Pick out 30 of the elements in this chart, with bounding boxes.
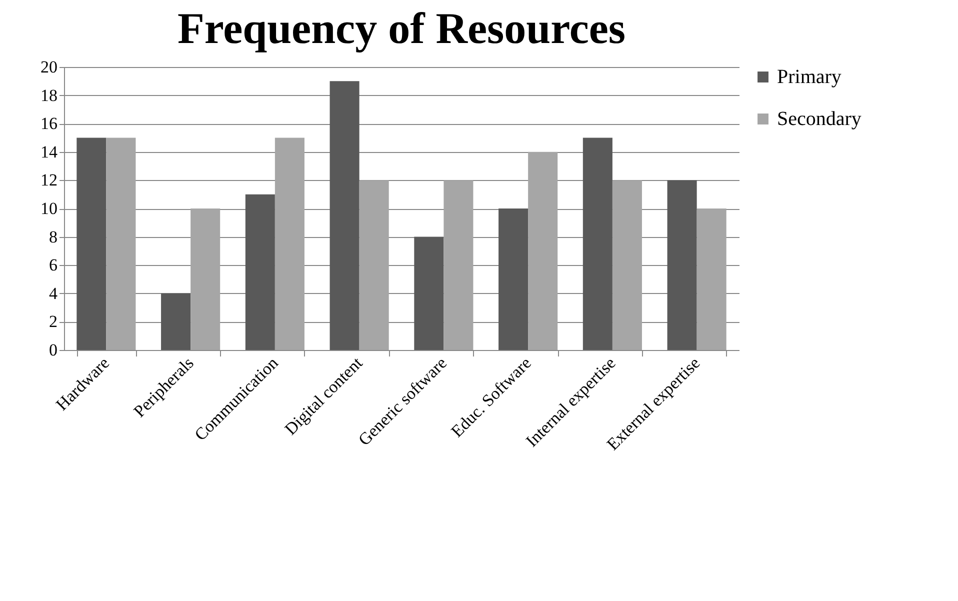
legend-label: Secondary bbox=[777, 108, 862, 130]
bar bbox=[696, 208, 726, 350]
y-tick-label: 20 bbox=[40, 58, 58, 76]
y-tick-label: 4 bbox=[49, 284, 58, 303]
bar bbox=[414, 236, 444, 350]
bar bbox=[667, 180, 697, 350]
bar bbox=[444, 180, 474, 350]
bar bbox=[76, 138, 106, 350]
y-tick-label: 6 bbox=[49, 256, 58, 275]
y-tick-label: 8 bbox=[49, 227, 58, 246]
bar bbox=[528, 152, 558, 350]
bar bbox=[106, 138, 136, 350]
bar bbox=[330, 81, 360, 350]
bar bbox=[498, 208, 528, 350]
bar bbox=[274, 138, 304, 350]
y-tick-label: 18 bbox=[40, 86, 58, 105]
bar bbox=[161, 293, 191, 350]
bar bbox=[582, 138, 612, 350]
y-tick-label: 16 bbox=[40, 114, 58, 134]
y-tick-label: 12 bbox=[40, 170, 58, 190]
y-tick-label: 2 bbox=[49, 312, 58, 332]
bar bbox=[190, 208, 220, 350]
bar bbox=[612, 180, 642, 350]
y-tick-label: 14 bbox=[40, 142, 58, 162]
y-tick-label: 0 bbox=[49, 340, 58, 360]
legend-label: Primary bbox=[777, 66, 842, 88]
bar bbox=[359, 180, 389, 350]
y-tick-label: 10 bbox=[40, 199, 58, 218]
chart-title: Frequency of Resources bbox=[177, 4, 626, 53]
bar bbox=[245, 194, 275, 350]
